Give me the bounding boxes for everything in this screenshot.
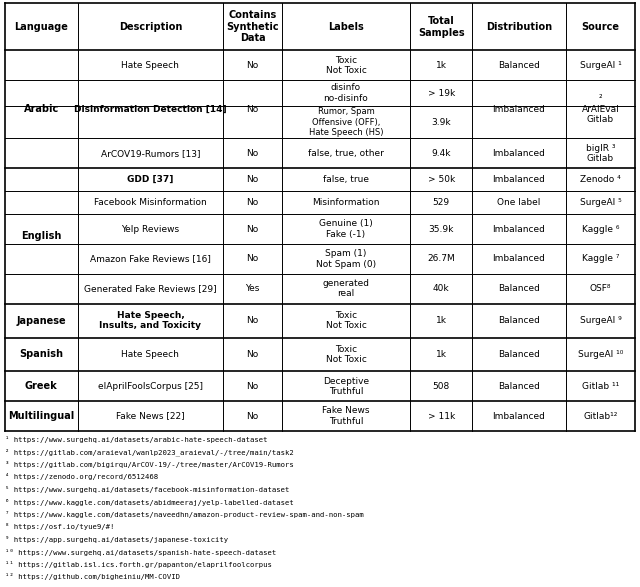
Text: Zenodo ⁴: Zenodo ⁴	[580, 176, 621, 184]
Text: No: No	[246, 316, 259, 325]
Text: Kaggle ⁶: Kaggle ⁶	[582, 225, 619, 234]
Text: Hate Speech: Hate Speech	[122, 350, 179, 359]
Text: Greek: Greek	[25, 382, 58, 392]
Text: No: No	[246, 411, 259, 421]
Text: Kaggle ⁷: Kaggle ⁷	[582, 255, 619, 264]
Text: Toxic
Not Toxic: Toxic Not Toxic	[326, 345, 366, 364]
Text: SurgeAI ¹: SurgeAI ¹	[579, 61, 621, 70]
Text: Imbalanced: Imbalanced	[493, 225, 545, 234]
Text: 35.9k: 35.9k	[428, 225, 454, 234]
Text: Disinformation Detection [14]: Disinformation Detection [14]	[74, 105, 227, 114]
Text: ³ https://gitlab.com/bigirqu/ArCOV-19/-/tree/master/ArCOV19-Rumors: ³ https://gitlab.com/bigirqu/ArCOV-19/-/…	[5, 461, 294, 468]
Text: 1k: 1k	[436, 61, 447, 70]
Text: Generated Fake Reviews [29]: Generated Fake Reviews [29]	[84, 284, 217, 294]
Text: 529: 529	[433, 198, 450, 207]
Text: Hate Speech: Hate Speech	[122, 61, 179, 70]
Text: ⁷ https://www.kaggle.com/datasets/naveedhn/amazon-product-review-spam-and-non-sp: ⁷ https://www.kaggle.com/datasets/naveed…	[5, 511, 364, 518]
Text: > 50k: > 50k	[428, 176, 455, 184]
Text: > 11k: > 11k	[428, 411, 455, 421]
Text: SurgeAI ⁹: SurgeAI ⁹	[579, 316, 621, 325]
Text: ⁴ https://zenodo.org/record/6512468: ⁴ https://zenodo.org/record/6512468	[5, 474, 158, 481]
Text: Amazon Fake Reviews [16]: Amazon Fake Reviews [16]	[90, 255, 211, 264]
Text: generated
real: generated real	[323, 279, 369, 298]
Text: 3.9k: 3.9k	[431, 117, 451, 127]
Text: ¹ https://www.surgehq.ai/datasets/arabic-hate-speech-dataset: ¹ https://www.surgehq.ai/datasets/arabic…	[5, 436, 268, 443]
Text: Distribution: Distribution	[486, 22, 552, 32]
Text: Spam (1)
Not Spam (0): Spam (1) Not Spam (0)	[316, 249, 376, 269]
Text: 9.4k: 9.4k	[431, 149, 451, 158]
Text: No: No	[246, 350, 259, 359]
Text: 1k: 1k	[436, 316, 447, 325]
Text: ²
ArAIEval
Gitlab: ² ArAIEval Gitlab	[582, 95, 620, 124]
Text: Gitlab¹²: Gitlab¹²	[583, 411, 618, 421]
Text: Imbalanced: Imbalanced	[493, 176, 545, 184]
Text: OSF⁸: OSF⁸	[589, 284, 611, 294]
Text: false, true: false, true	[323, 176, 369, 184]
Text: No: No	[246, 176, 259, 184]
Text: Deceptive
Truthful: Deceptive Truthful	[323, 377, 369, 396]
Text: Imbalanced: Imbalanced	[493, 255, 545, 264]
Text: Toxic
Not Toxic: Toxic Not Toxic	[326, 311, 366, 330]
Text: false, true, other: false, true, other	[308, 149, 384, 158]
Text: Misinformation: Misinformation	[312, 198, 380, 207]
Text: ¹⁰ https://www.surgehq.ai/datasets/spanish-hate-speech-dataset: ¹⁰ https://www.surgehq.ai/datasets/spani…	[5, 548, 276, 555]
Text: 1k: 1k	[436, 350, 447, 359]
Text: ⁹ https://app.surgehq.ai/datasets/japanese-toxicity: ⁹ https://app.surgehq.ai/datasets/japane…	[5, 536, 228, 543]
Text: Contains
Synthetic
Data: Contains Synthetic Data	[226, 10, 279, 43]
Text: Genuine (1)
Fake (-1): Genuine (1) Fake (-1)	[319, 220, 373, 239]
Text: Total
Samples: Total Samples	[418, 16, 465, 38]
Text: No: No	[246, 225, 259, 234]
Text: Hate Speech,
Insults, and Toxicity: Hate Speech, Insults, and Toxicity	[99, 311, 202, 330]
Text: Description: Description	[118, 22, 182, 32]
Text: 508: 508	[433, 382, 450, 391]
Text: GDD [37]: GDD [37]	[127, 176, 173, 184]
Text: One label: One label	[497, 198, 541, 207]
Text: Labels: Labels	[328, 22, 364, 32]
Text: ² https://gitlab.com/araieval/wanlp2023_araieval/-/tree/main/task2: ² https://gitlab.com/araieval/wanlp2023_…	[5, 448, 294, 456]
Text: English: English	[21, 231, 61, 241]
Text: Facebook Misinformation: Facebook Misinformation	[94, 198, 207, 207]
Text: No: No	[246, 198, 259, 207]
Text: ⁶ https://www.kaggle.com/datasets/abidmeeraj/yelp-labelled-dataset: ⁶ https://www.kaggle.com/datasets/abidme…	[5, 498, 294, 505]
Text: 40k: 40k	[433, 284, 449, 294]
Text: Gitlab ¹¹: Gitlab ¹¹	[582, 382, 619, 391]
Text: Yes: Yes	[245, 284, 260, 294]
Text: Language: Language	[15, 22, 68, 32]
Text: disinfo
no-disinfo: disinfo no-disinfo	[324, 83, 369, 103]
Text: Fake News [22]: Fake News [22]	[116, 411, 185, 421]
Text: Balanced: Balanced	[498, 61, 540, 70]
Text: Toxic
Not Toxic: Toxic Not Toxic	[326, 56, 366, 75]
Text: ArCOV19-Rumors [13]: ArCOV19-Rumors [13]	[100, 149, 200, 158]
Text: No: No	[246, 255, 259, 264]
Text: 26.7M: 26.7M	[428, 255, 455, 264]
Text: Fake News
Truthful: Fake News Truthful	[322, 406, 370, 426]
Text: ⁸ https://osf.io/tyue9/#!: ⁸ https://osf.io/tyue9/#!	[5, 524, 115, 531]
Text: Rumor, Spam
Offensive (OFF),
Hate Speech (HS): Rumor, Spam Offensive (OFF), Hate Speech…	[308, 107, 383, 137]
Text: SurgeAI ⁵: SurgeAI ⁵	[579, 198, 621, 207]
Text: Balanced: Balanced	[498, 350, 540, 359]
Text: SurgeAI ¹⁰: SurgeAI ¹⁰	[578, 350, 623, 359]
Text: Balanced: Balanced	[498, 382, 540, 391]
Text: No: No	[246, 149, 259, 158]
Text: Balanced: Balanced	[498, 316, 540, 325]
Text: Imbalanced: Imbalanced	[493, 149, 545, 158]
Text: Source: Source	[581, 22, 620, 32]
Text: bigIR ³
Gitlab: bigIR ³ Gitlab	[586, 144, 615, 163]
Text: Arabic: Arabic	[24, 104, 59, 114]
Text: Yelp Reviews: Yelp Reviews	[122, 225, 179, 234]
Text: ¹² https://github.com/bigheiniu/MM-COVID: ¹² https://github.com/bigheiniu/MM-COVID	[5, 573, 180, 581]
Text: Spanish: Spanish	[19, 349, 63, 359]
Text: Multilingual: Multilingual	[8, 411, 74, 421]
Text: No: No	[246, 61, 259, 70]
Text: Imbalanced: Imbalanced	[493, 105, 545, 114]
Text: ⁵ https://www.surgehq.ai/datasets/facebook-misinformation-dataset: ⁵ https://www.surgehq.ai/datasets/facebo…	[5, 486, 289, 493]
Text: elAprilFoolsCorpus [25]: elAprilFoolsCorpus [25]	[98, 382, 203, 391]
Text: > 19k: > 19k	[428, 89, 455, 97]
Text: No: No	[246, 382, 259, 391]
Text: Imbalanced: Imbalanced	[493, 411, 545, 421]
Text: Balanced: Balanced	[498, 284, 540, 294]
Text: Japanese: Japanese	[17, 316, 66, 326]
Text: No: No	[246, 105, 259, 114]
Text: ¹¹ https://gitlab.isl.ics.forth.gr/papanton/elaprilfoolcorpus: ¹¹ https://gitlab.isl.ics.forth.gr/papan…	[5, 561, 272, 568]
